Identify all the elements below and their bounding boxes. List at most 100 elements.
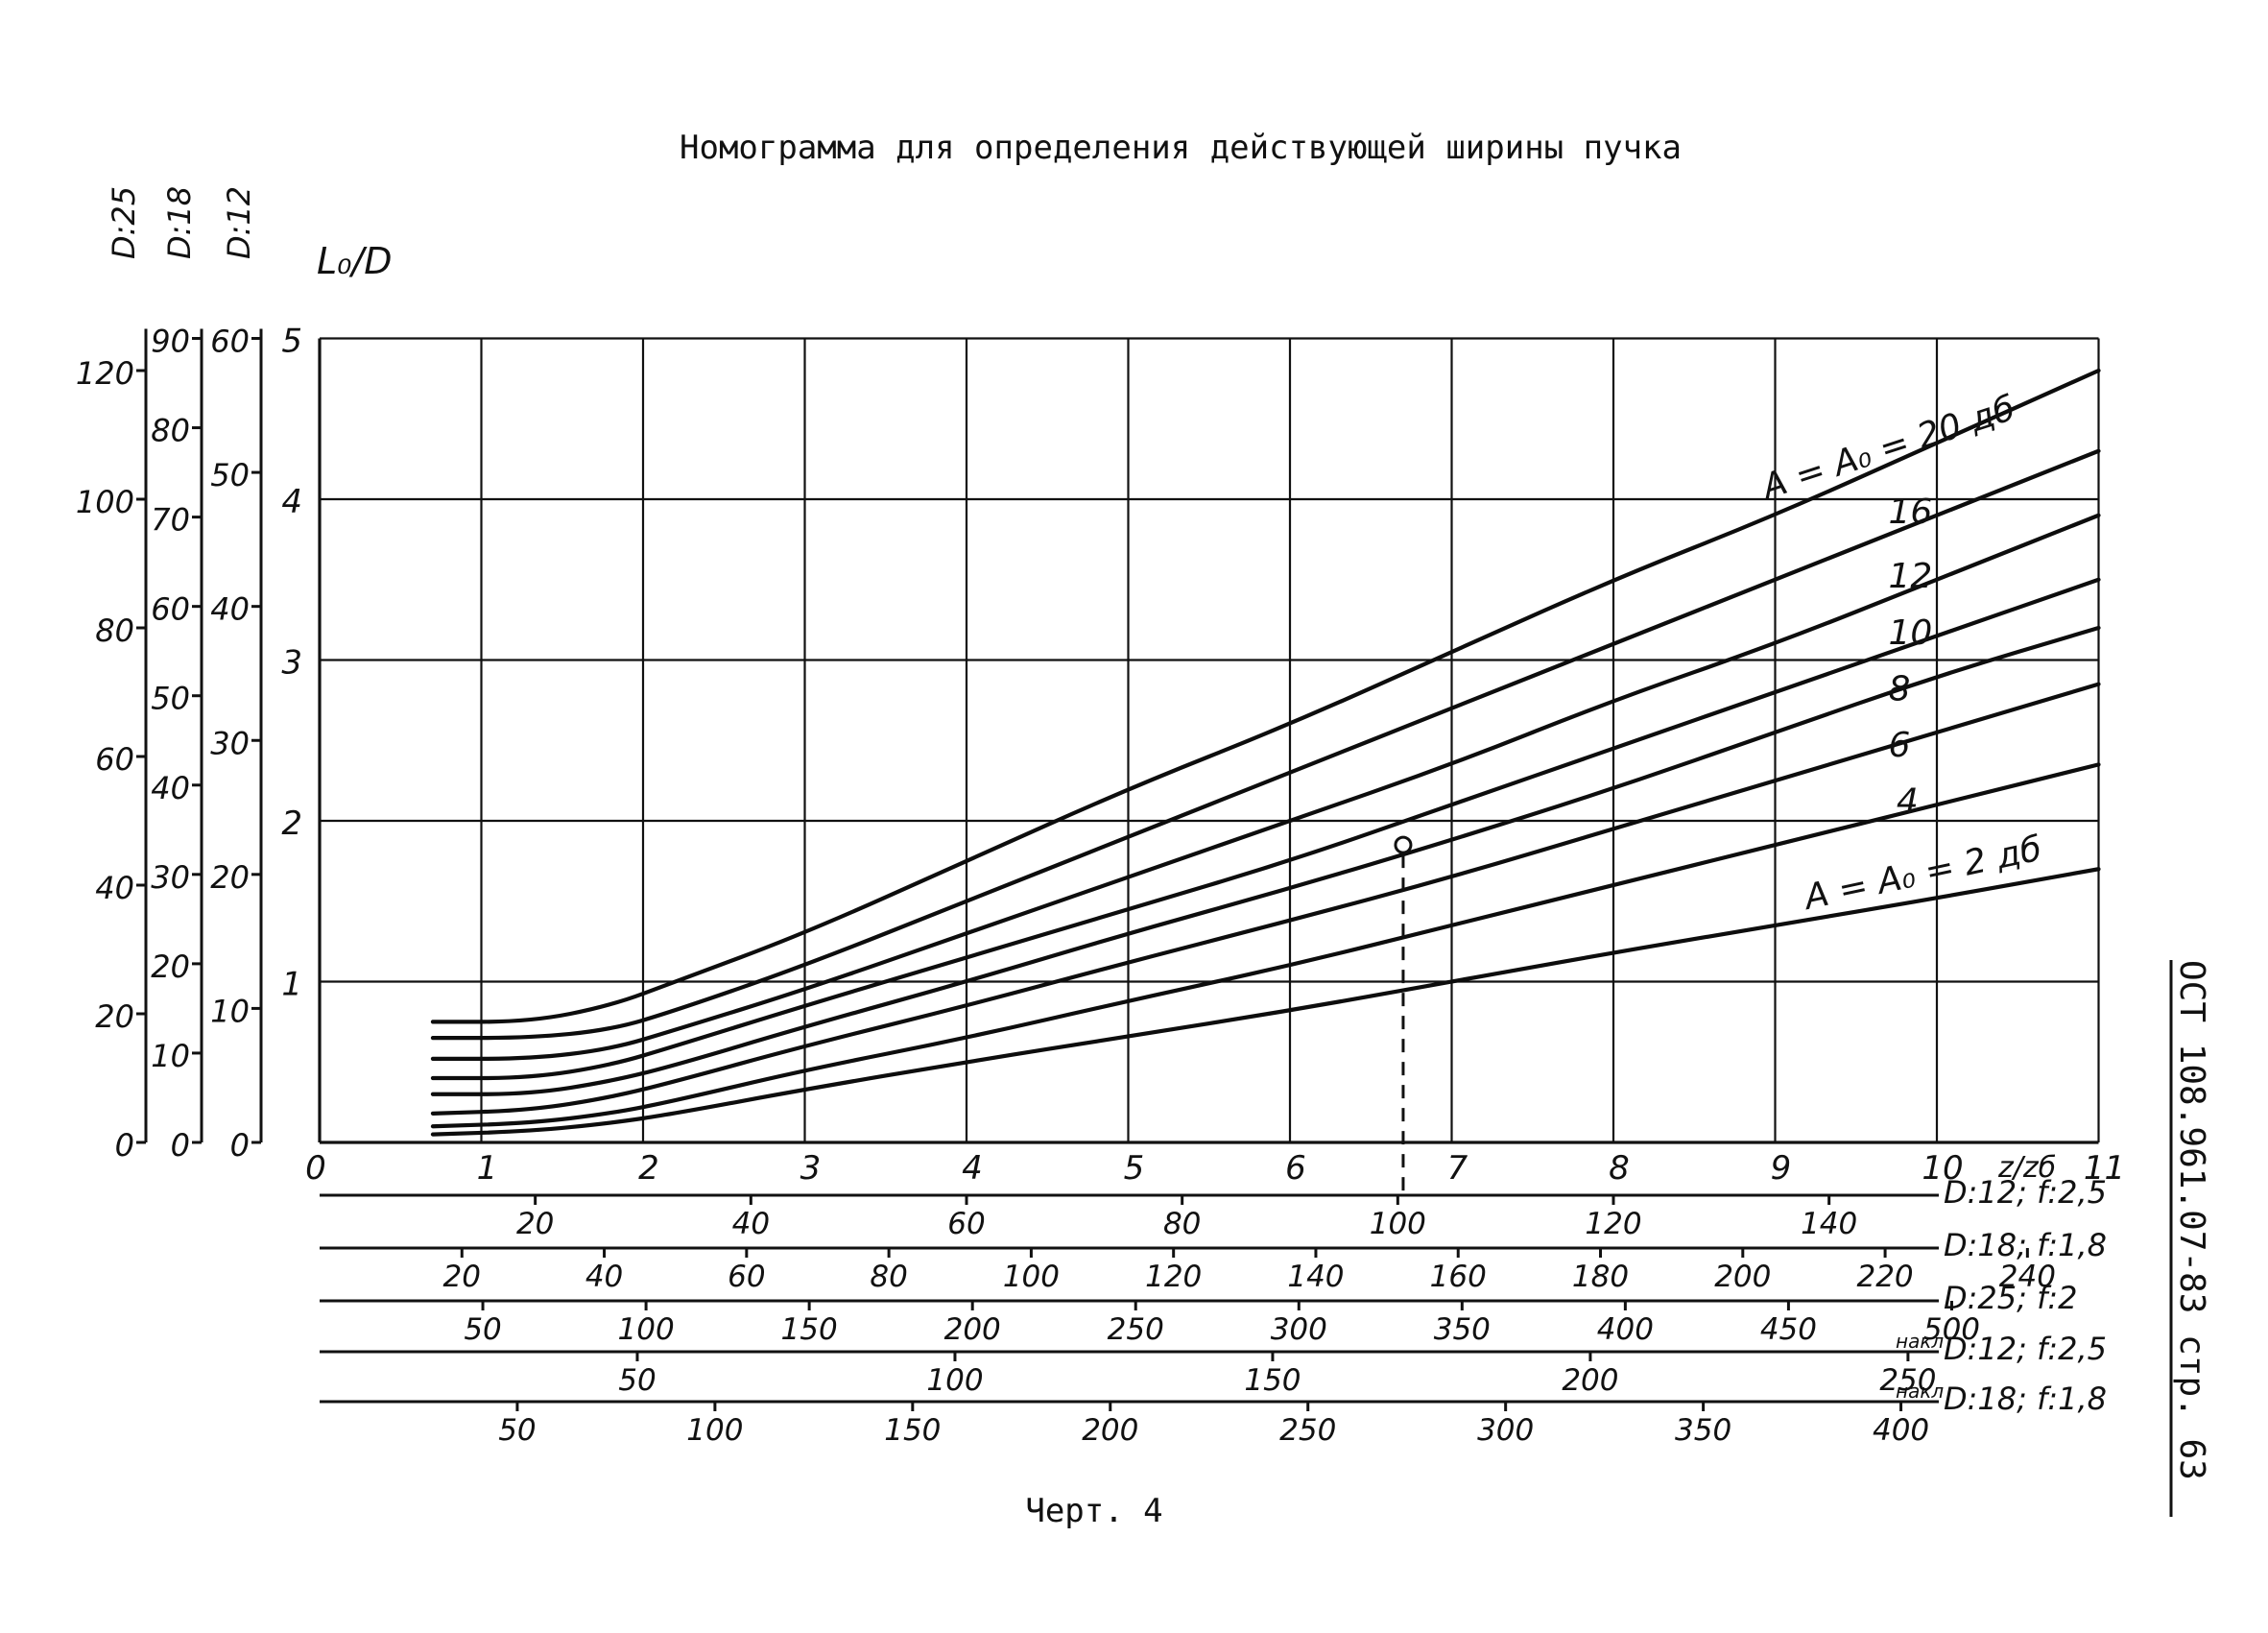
bottom-scale-tick-label: 220 xyxy=(1856,1260,1913,1294)
bottom-scale-tick-label: 500 xyxy=(1923,1312,1980,1347)
y-axis-label: L₀/D xyxy=(317,240,392,282)
x-tick-label: 2 xyxy=(638,1149,659,1188)
series-line xyxy=(430,867,2101,1137)
series-line xyxy=(430,513,2101,1061)
bottom-scale-tick-label: 50 xyxy=(618,1363,656,1398)
bottom-scale-tick-label: 250 xyxy=(1108,1312,1164,1347)
bottom-scale-tick-label: 100 xyxy=(1370,1207,1426,1241)
left-scale-name: D:25 xyxy=(106,186,142,259)
series-label: 6 xyxy=(1888,726,1910,765)
left-scale-tick-label: 90 xyxy=(151,324,190,360)
left-scale-tick-label: 40 xyxy=(151,770,190,806)
left-scale-tick-label: 80 xyxy=(95,612,134,649)
left-scale-tick-label: 100 xyxy=(76,484,134,520)
bottom-scale-prefix: накл xyxy=(1896,1380,1944,1403)
page-title: Номограмма для определения действующей ш… xyxy=(680,129,1682,167)
bottom-scale-name: D:18; f:1,8 xyxy=(1944,1381,2107,1417)
x-tick-label: 9 xyxy=(1771,1149,1792,1188)
left-scale-tick-label: 80 xyxy=(151,413,190,449)
left-scale-name: D:18 xyxy=(161,186,198,259)
bottom-scale-tick-label: 160 xyxy=(1430,1260,1487,1294)
curves xyxy=(430,368,2101,1137)
series-line xyxy=(430,448,2101,1041)
left-scale-tick-label: 40 xyxy=(95,870,134,906)
bottom-scale-name: D:25; f:2 xyxy=(1944,1280,2078,1316)
y-tick-label: 4 xyxy=(281,483,302,521)
left-scale-tick-label: 0 xyxy=(230,1127,250,1164)
series-line xyxy=(430,682,2101,1116)
series-line xyxy=(430,762,2101,1129)
x-tick-label: 7 xyxy=(1447,1149,1468,1188)
bottom-scale-tick-label: 100 xyxy=(1003,1260,1060,1294)
bottom-scale-tick-label: 450 xyxy=(1760,1312,1817,1347)
figure-caption: Черт. 4 xyxy=(1025,1492,1162,1530)
bottom-scale-tick-label: 120 xyxy=(1585,1207,1641,1241)
left-scale-tick-label: 70 xyxy=(151,502,190,539)
x-tick-label: 0 xyxy=(305,1149,326,1188)
bottom-scale-tick-label: 300 xyxy=(1477,1413,1534,1448)
series-line xyxy=(430,625,2101,1096)
bottom-scale-tick-label: 60 xyxy=(728,1260,765,1294)
y-tick-label: 3 xyxy=(281,644,302,683)
x-axis-label: z/zб xyxy=(1997,1151,2056,1185)
series-label: 12 xyxy=(1888,557,1932,596)
bottom-scale-tick-label: 200 xyxy=(944,1312,1001,1347)
bottom-scale-tick-label: 40 xyxy=(585,1260,623,1294)
bottom-scale-tick-label: 80 xyxy=(870,1260,907,1294)
bottom-scale-tick-label: 200 xyxy=(1562,1363,1618,1398)
bottom-scale-tick-label: 250 xyxy=(1279,1413,1336,1448)
bottom-scale-tick-label: 200 xyxy=(1082,1413,1138,1448)
x-tick-label: 3 xyxy=(800,1149,822,1188)
left-scale-tick-label: 60 xyxy=(151,591,190,628)
bottom-scale-tick-label: 350 xyxy=(1434,1312,1491,1347)
bottom-scale-tick-label: 350 xyxy=(1675,1413,1731,1448)
series-label: 10 xyxy=(1888,613,1932,653)
x-tick-label: 10 xyxy=(1922,1149,1963,1188)
left-scale-tick-label: 40 xyxy=(210,591,250,628)
bottom-scale-tick-label: 20 xyxy=(516,1207,554,1241)
bottom-scale-tick-label: 300 xyxy=(1271,1312,1327,1347)
bottom-scale-tick-label: 400 xyxy=(1873,1413,1929,1448)
series-label: 8 xyxy=(1888,669,1910,708)
x-tick-label: 11 xyxy=(2084,1149,2125,1188)
bottom-scale-tick-label: 400 xyxy=(1597,1312,1654,1347)
bottom-scale-tick-label: 250 xyxy=(1879,1363,1936,1398)
left-scale-tick-label: 20 xyxy=(210,859,250,896)
left-scale-tick-label: 30 xyxy=(210,725,250,761)
x-tick-label: 6 xyxy=(1285,1149,1306,1188)
left-scale-tick-label: 30 xyxy=(151,859,190,896)
left-scale-tick-label: 50 xyxy=(151,681,190,717)
bottom-scale-tick-label: 40 xyxy=(732,1207,770,1241)
x-tick-label: 4 xyxy=(962,1149,983,1188)
bottom-scale-tick-label: 180 xyxy=(1572,1260,1629,1294)
left-scale-tick-label: 60 xyxy=(210,324,250,360)
series-line xyxy=(430,577,2101,1081)
series-label: 16 xyxy=(1888,492,1932,532)
left-scale-tick-label: 50 xyxy=(210,457,250,493)
series-label: A = A₀ = 2 дб xyxy=(1800,829,2045,919)
left-scale-tick-label: 0 xyxy=(171,1127,190,1164)
annotation-point xyxy=(1394,835,1413,854)
bottom-scale-tick-label: 150 xyxy=(1244,1363,1301,1398)
bottom-scale-tick-label: 150 xyxy=(884,1413,941,1448)
y-tick-label: 2 xyxy=(281,804,302,843)
bottom-scale-tick-label: 20 xyxy=(443,1260,481,1294)
left-scale-name: D:12 xyxy=(221,186,257,259)
bottom-scale-tick-label: 100 xyxy=(686,1413,743,1448)
series-line xyxy=(430,368,2101,1024)
bottom-scale-tick-label: 150 xyxy=(781,1312,838,1347)
left-scale-tick-label: 10 xyxy=(151,1038,190,1074)
bottom-scale-tick-label: 240 xyxy=(1999,1260,2056,1294)
bottom-scale-prefix: накл xyxy=(1896,1330,1944,1353)
bottom-scale-tick-label: 140 xyxy=(1287,1260,1344,1294)
x-tick-label: 1 xyxy=(477,1149,498,1188)
bottom-scale-tick-label: 200 xyxy=(1714,1260,1771,1294)
bottom-scale-tick-label: 80 xyxy=(1163,1207,1201,1241)
bottom-scale-tick-label: 100 xyxy=(618,1312,675,1347)
left-scale-tick-label: 0 xyxy=(115,1127,134,1164)
series-label: 4 xyxy=(1897,782,1919,822)
y-tick-label: 5 xyxy=(281,323,302,361)
left-scale-tick-label: 20 xyxy=(95,998,134,1035)
left-scale-tick-label: 60 xyxy=(95,741,134,778)
